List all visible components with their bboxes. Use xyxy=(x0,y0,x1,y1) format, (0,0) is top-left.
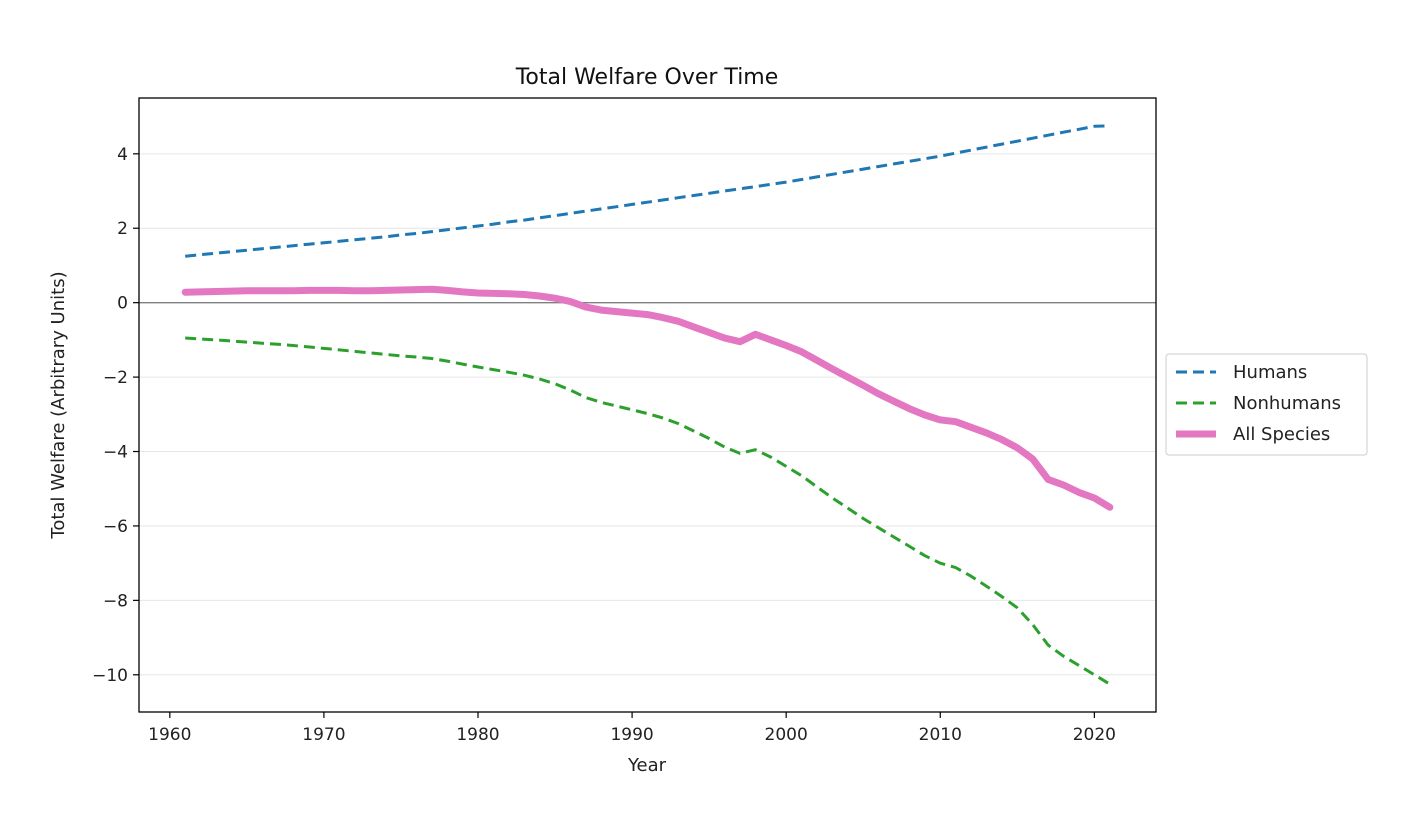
y-tick-label: −10 xyxy=(92,666,128,686)
x-tick-label: 2020 xyxy=(1073,725,1116,745)
series-line-nonhumans xyxy=(185,336,1111,686)
x-tick-label: 1990 xyxy=(610,725,653,745)
x-tick-label: 1970 xyxy=(302,725,345,745)
series-line-all-species xyxy=(181,285,1114,511)
plot-frame xyxy=(138,97,1157,713)
y-tick-label: 2 xyxy=(117,219,128,239)
y-tick-label: 4 xyxy=(117,145,128,165)
y-tick-label: −6 xyxy=(103,517,128,537)
series-lines xyxy=(181,124,1114,686)
legend-label: All Species xyxy=(1233,424,1330,445)
y-tick-label: −2 xyxy=(103,368,128,388)
x-tick-label: 2000 xyxy=(765,725,808,745)
y-tick-label: −4 xyxy=(103,443,128,463)
series-line-humans xyxy=(185,124,1110,258)
x-axis-label: Year xyxy=(627,755,667,776)
y-tick-label: 0 xyxy=(117,294,128,314)
x-tick-label: 1980 xyxy=(456,725,499,745)
chart-title: Total Welfare Over Time xyxy=(515,65,779,90)
x-axis-ticks: 1960 1970 1980 1990 2000 2010 2020 xyxy=(148,712,1116,745)
legend: Humans Nonhumans All Species xyxy=(1165,353,1368,456)
y-axis-label: Total Welfare (Arbitrary Units) xyxy=(48,271,69,539)
legend-label: Nonhumans xyxy=(1233,393,1341,414)
x-tick-label: 2010 xyxy=(919,725,962,745)
legend-box xyxy=(1165,353,1368,456)
x-tick-label: 1960 xyxy=(148,725,191,745)
y-tick-label: −8 xyxy=(103,591,128,611)
y-axis-ticks: 4 2 0 −2 −4 −6 −8 −10 xyxy=(92,145,139,686)
legend-label: Humans xyxy=(1233,362,1307,383)
